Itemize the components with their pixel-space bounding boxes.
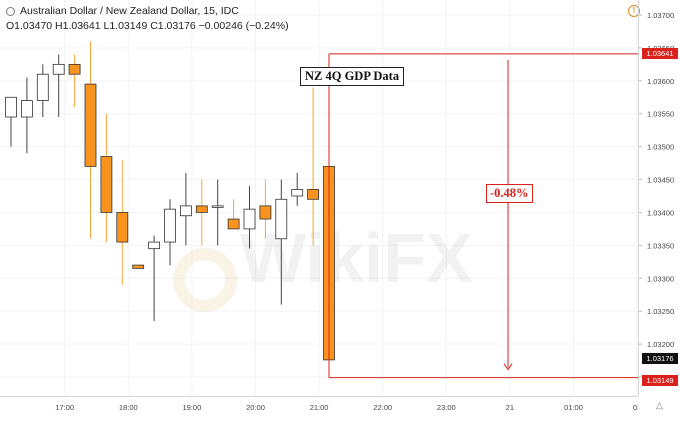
price-tick-label: 1.03550 <box>647 110 674 119</box>
range-arrow-head <box>503 363 513 371</box>
candle-body <box>211 205 224 208</box>
time-tick-label: 01:00 <box>564 403 583 412</box>
candle-body <box>195 205 208 213</box>
price-tick-label: 1.03300 <box>647 274 674 283</box>
time-tick-label: 20:00 <box>246 403 265 412</box>
time-tick-label: 18:00 <box>119 403 138 412</box>
candle-body <box>52 63 65 75</box>
candle-body <box>307 189 320 200</box>
time-axis-labels: 17:00 18:00 19:00 20:00 21:00 22:00 23:00 21 01:… <box>55 403 641 412</box>
candle-body <box>132 264 145 269</box>
gdp-note: NZ 4Q GDP Data <box>300 67 405 86</box>
time-tick-label: 23:00 <box>437 403 456 412</box>
candle-body <box>148 241 161 250</box>
candle-body <box>275 198 288 240</box>
time-axis[interactable]: 17:00 18:00 19:00 20:00 21:00 22:00 23:00 21 01:… <box>0 396 641 416</box>
alert-circle-icon[interactable]: ! <box>628 5 640 17</box>
price-axis[interactable]: 1.037001.036501.036001.035501.035001.034… <box>638 0 680 396</box>
candle-body <box>179 205 192 217</box>
change-note: -0.48% <box>486 184 533 203</box>
candle-body <box>20 100 33 118</box>
candle-body <box>116 212 129 243</box>
legend-ohlc: O1.03470 H1.03641 L1.03149 C1.03176 −0.0… <box>6 20 289 32</box>
candle-body <box>68 63 81 75</box>
price-tick-label: 1.03250 <box>647 307 674 316</box>
candle-body <box>100 156 113 213</box>
symbol-status-icon <box>6 7 15 16</box>
candle-body <box>259 205 272 220</box>
chart-legend: Australian Dollar / New Zealand Dollar, … <box>6 4 289 34</box>
time-tick-label: 19:00 <box>183 403 202 412</box>
high-price-tag: 1.03641 <box>642 48 678 60</box>
price-tick-label: 1.03700 <box>647 11 674 20</box>
candle-body <box>84 83 97 167</box>
time-tick-label: 17:00 <box>55 403 74 412</box>
candle-body <box>164 208 176 243</box>
svg-text:WikiFX: WikiFX <box>240 219 473 297</box>
candle-body <box>227 218 240 230</box>
price-tick-label: 1.03350 <box>647 241 674 250</box>
close-price-tag: 1.03176 <box>642 353 678 365</box>
wikifx-watermark: WikiFX <box>173 219 473 312</box>
time-tick-label: 21:00 <box>310 403 329 412</box>
triangle-up-icon[interactable]: △ <box>656 400 663 410</box>
candlestick-plot[interactable]: WikiFX <box>0 0 638 396</box>
candle-body <box>36 73 49 101</box>
price-tick-label: 1.03450 <box>647 176 674 185</box>
price-tick-label: 1.03400 <box>647 208 674 217</box>
time-tick-label: 02 <box>633 403 638 412</box>
price-tick-label: 1.03500 <box>647 143 674 152</box>
legend-title: Australian Dollar / New Zealand Dollar, … <box>20 5 239 17</box>
range-annotation <box>328 53 638 379</box>
price-axis-labels: 1.037001.036501.036001.035501.035001.034… <box>639 11 674 382</box>
candles <box>5 41 335 378</box>
candle-body <box>5 96 17 118</box>
low-price-tag: 1.03149 <box>642 375 678 387</box>
time-tick-label: 21 <box>506 403 514 412</box>
time-tick-label: 22:00 <box>373 403 392 412</box>
candle-body <box>291 189 304 197</box>
price-tick-label: 1.03200 <box>647 340 674 349</box>
price-tick-label: 1.03600 <box>647 77 674 86</box>
candle-body <box>243 208 256 230</box>
